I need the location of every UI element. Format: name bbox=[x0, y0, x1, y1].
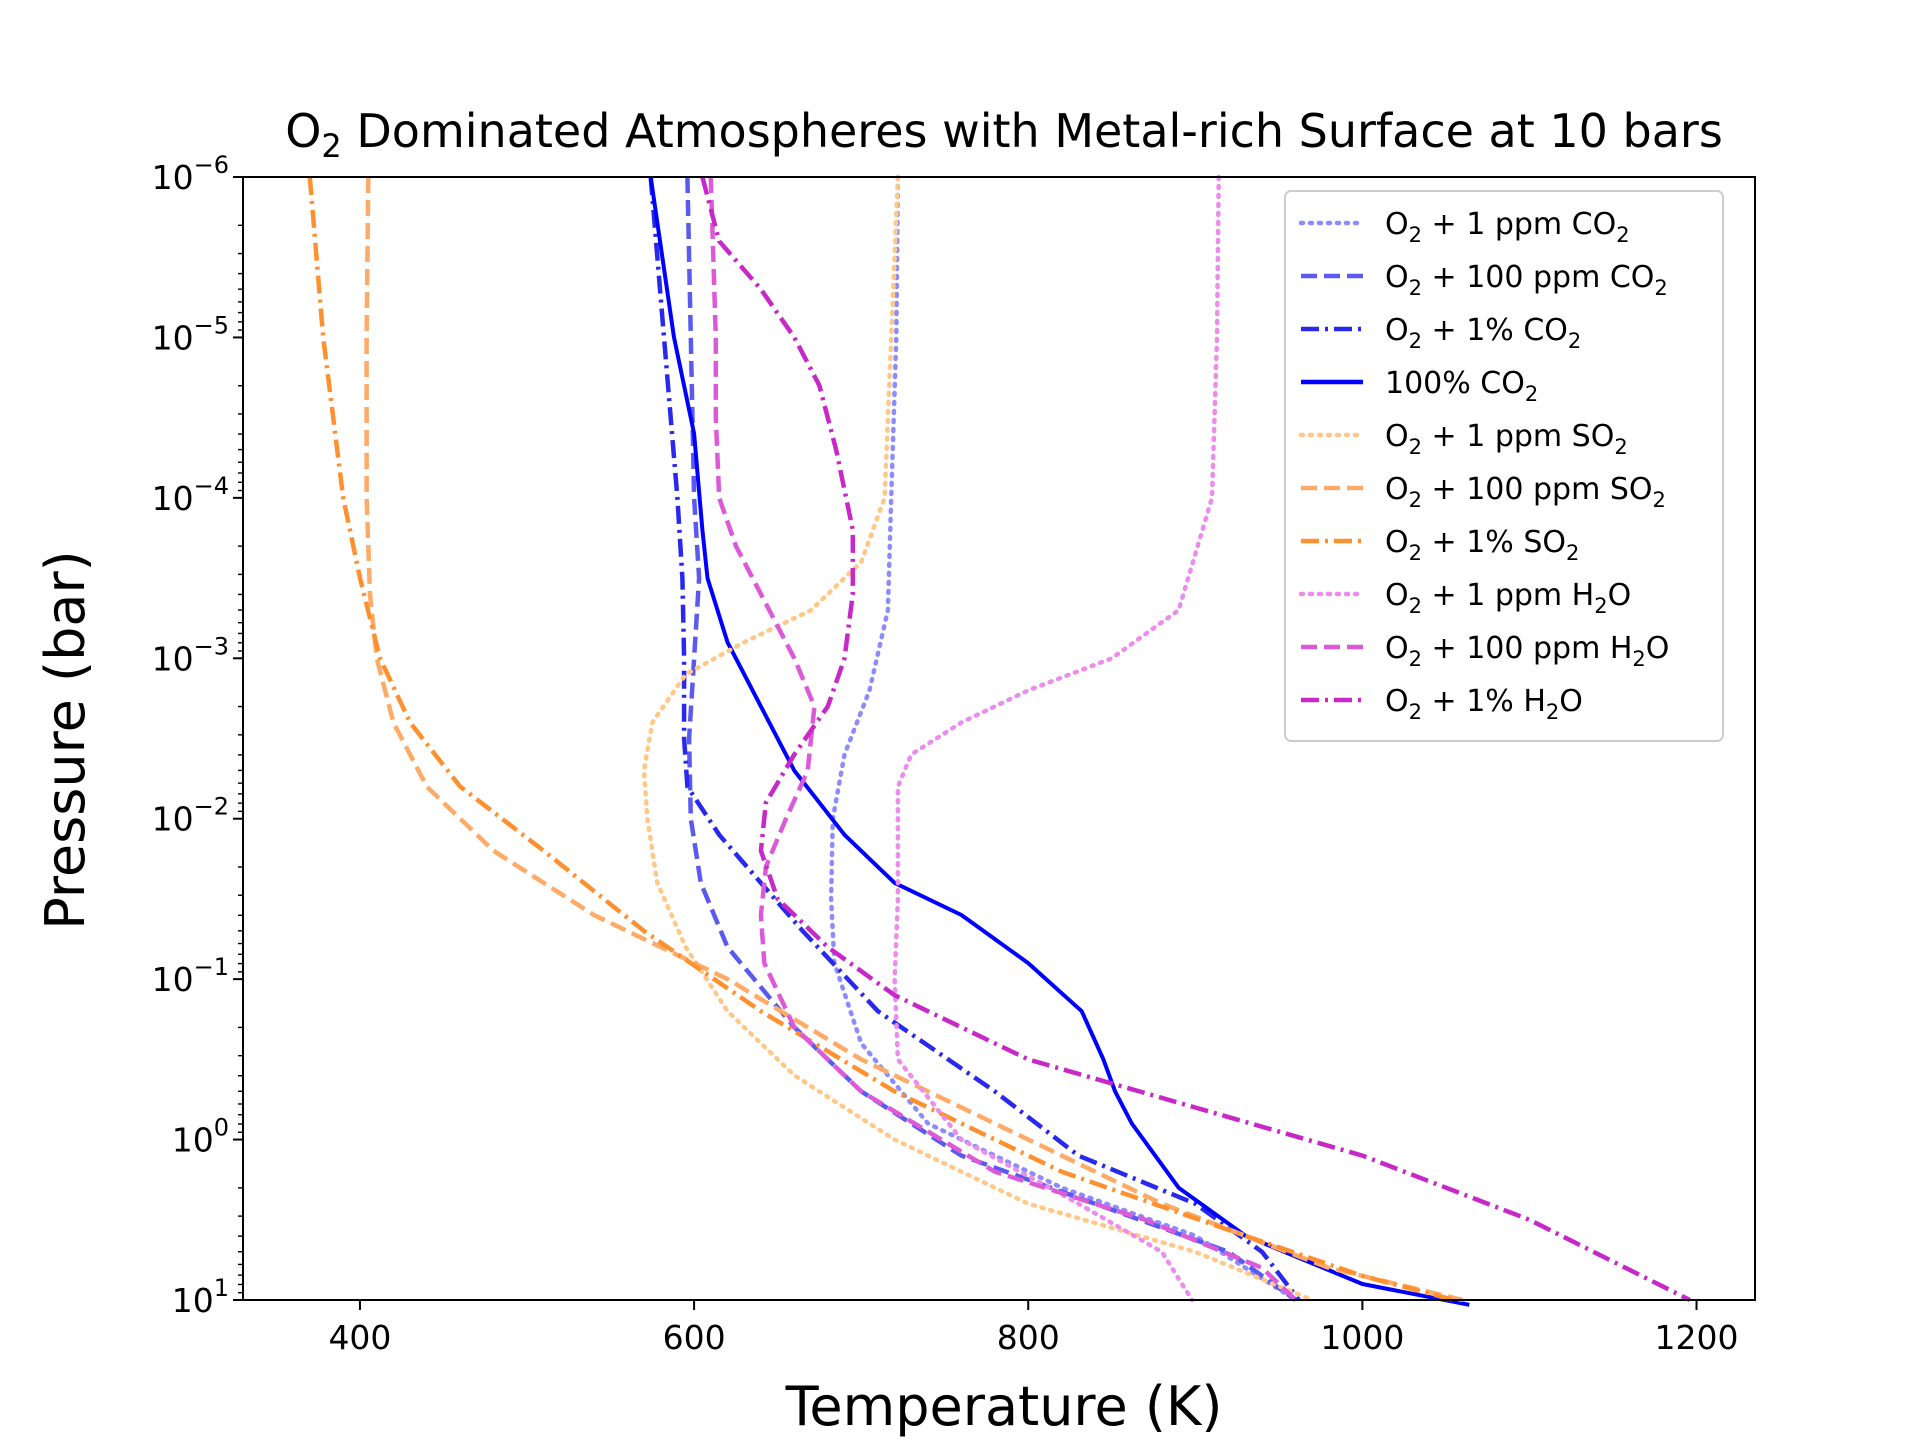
y-tick-label: 100 bbox=[172, 1114, 229, 1160]
title-base: O bbox=[285, 104, 321, 158]
title-rest: Dominated Atmospheres with Metal-rich Su… bbox=[342, 104, 1723, 158]
series-line-2 bbox=[648, 176, 1301, 1302]
plot-frame bbox=[242, 176, 1756, 1301]
legend-label: O2 + 1% SO2 bbox=[1385, 525, 1579, 565]
series-line-0 bbox=[828, 174, 1298, 1303]
x-tick-label: 1000 bbox=[1320, 1318, 1404, 1357]
series-line-8 bbox=[708, 176, 1298, 1302]
ticks-layer: 400 600 800 1000 1200 10−6 10−5 10−4 10−3 10−2 10−… bbox=[152, 151, 1739, 1357]
x-axis-label: Temperature (K) bbox=[785, 1375, 1223, 1438]
series-line-5 bbox=[364, 176, 1464, 1303]
y-tick-label: 10−5 bbox=[152, 311, 229, 357]
y-tick-label: 10−6 bbox=[152, 151, 229, 197]
title-sub: 2 bbox=[321, 127, 341, 165]
y-tick-label: 101 bbox=[172, 1274, 229, 1320]
series-line-7 bbox=[892, 174, 1221, 1303]
y-tick-label: 10−2 bbox=[152, 793, 229, 839]
series-line-6 bbox=[307, 176, 1455, 1303]
legend-label: 100% CO2 bbox=[1385, 366, 1538, 406]
legend-label: O2 + 1% CO2 bbox=[1385, 313, 1581, 353]
legend-label: O2 + 1 ppm H2O bbox=[1385, 578, 1631, 618]
legend-label: O2 + 100 ppm H2O bbox=[1385, 631, 1669, 671]
legend-label: O2 + 1 ppm CO2 bbox=[1385, 207, 1630, 247]
x-tick-label: 1200 bbox=[1655, 1318, 1739, 1357]
series-line-9 bbox=[700, 176, 1691, 1303]
series-line-3 bbox=[648, 176, 1470, 1307]
y-tick-label: 10−1 bbox=[152, 953, 229, 999]
x-tick-label: 600 bbox=[663, 1318, 726, 1357]
y-axis-label: Pressure (bar) bbox=[34, 550, 97, 929]
x-tick-label: 400 bbox=[328, 1318, 391, 1357]
y-tick-label: 10−4 bbox=[152, 472, 229, 518]
chart-title: O2 Dominated Atmospheres with Metal-rich… bbox=[285, 104, 1723, 165]
y-tick-label: 10−3 bbox=[152, 632, 229, 678]
legend-label: O2 + 1% H2O bbox=[1385, 684, 1583, 724]
legend-label: O2 + 100 ppm SO2 bbox=[1385, 472, 1666, 512]
legend: O2 + 1 ppm CO2 O2 + 100 ppm CO2 O2 + 1% CO… bbox=[1284, 190, 1724, 742]
series-layer bbox=[307, 174, 1691, 1307]
x-tick-label: 800 bbox=[997, 1318, 1060, 1357]
legend-label: O2 + 1 ppm SO2 bbox=[1385, 419, 1628, 459]
legend-label: O2 + 100 ppm CO2 bbox=[1385, 260, 1668, 300]
series-line-4 bbox=[641, 174, 1315, 1303]
legend-box bbox=[1284, 190, 1724, 742]
